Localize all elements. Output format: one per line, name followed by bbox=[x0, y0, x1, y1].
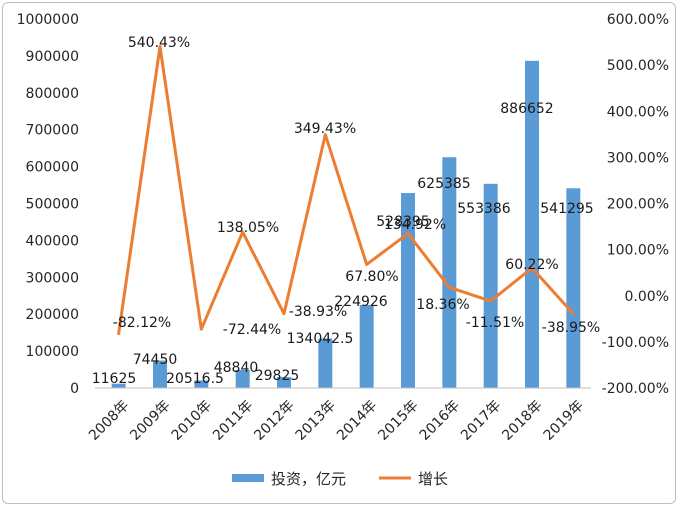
left-axis-tick-label: 500000 bbox=[26, 197, 79, 213]
left-axis-tick-label: 200000 bbox=[26, 307, 79, 323]
bar-data-label: 553386 bbox=[457, 201, 511, 217]
bar-data-label: 74450 bbox=[133, 352, 178, 368]
bar-data-label: 541295 bbox=[540, 201, 593, 217]
line-data-label: 134.92% bbox=[384, 217, 446, 233]
x-axis-tick-label: 2016年 bbox=[417, 397, 463, 443]
bar-data-label: 20516.5 bbox=[166, 371, 224, 387]
bar-data-label: 48840 bbox=[214, 360, 259, 376]
right-axis-tick-label: 600.00% bbox=[607, 12, 669, 28]
left-axis: 0 100000 200000 300000 400000 500000 600000 700… bbox=[17, 12, 79, 397]
left-axis-tick-label: 700000 bbox=[26, 123, 79, 139]
bar-data-label: 134042.5 bbox=[287, 331, 354, 347]
right-axis-tick-label: 200.00% bbox=[607, 197, 669, 213]
line-data-label: -82.12% bbox=[113, 315, 171, 331]
right-axis: -200.00% -100.00% 0.00% 100.00% 200.00% 300.0… bbox=[602, 12, 669, 397]
right-axis-tick-label: 300.00% bbox=[607, 150, 669, 166]
line-data-label: -38.93% bbox=[289, 304, 347, 320]
legend: 投资，亿元 增长 bbox=[232, 470, 448, 488]
investment-bar bbox=[566, 188, 581, 388]
right-axis-tick-label: 0.00% bbox=[625, 289, 669, 305]
line-data-label: 349.43% bbox=[294, 121, 356, 137]
bar-data-label: 29825 bbox=[255, 368, 300, 384]
bar-data-label: 11625 bbox=[92, 371, 137, 387]
growth-line bbox=[117, 44, 575, 336]
legend-swatch-investment bbox=[232, 474, 264, 482]
chart-frame: 0 100000 200000 300000 400000 500000 600000 700… bbox=[2, 2, 676, 504]
bar-data-label: 224926 bbox=[334, 294, 388, 310]
legend-label-growth: 增长 bbox=[418, 470, 448, 488]
line-data-label: 18.36% bbox=[416, 297, 469, 313]
x-axis: 2008年2009年2010年2011年2012年2013年2014年2015年… bbox=[86, 387, 591, 444]
left-axis-tick-label: 400000 bbox=[26, 233, 79, 249]
investment-bar bbox=[401, 193, 415, 388]
right-axis-tick-label: -100.00% bbox=[602, 335, 669, 351]
investment-bar bbox=[153, 360, 167, 388]
line-data-label: -72.44% bbox=[223, 322, 281, 338]
line-data-label: -11.51% bbox=[466, 315, 524, 331]
investment-bar bbox=[525, 60, 539, 389]
left-axis-tick-label: 300000 bbox=[26, 270, 79, 286]
right-axis-tick-label: 100.00% bbox=[607, 243, 669, 259]
investment-bar bbox=[442, 157, 457, 388]
investment-bars bbox=[111, 60, 581, 389]
x-axis-tick-label: 2010年 bbox=[169, 397, 215, 443]
investment-bar bbox=[483, 183, 498, 388]
x-axis-tick-label: 2012年 bbox=[251, 397, 297, 443]
left-axis-tick-label: 600000 bbox=[26, 160, 79, 176]
investment-bar bbox=[194, 380, 209, 388]
x-axis-tick-label: 2015年 bbox=[375, 397, 421, 443]
x-axis-tick-label: 2009年 bbox=[127, 397, 173, 443]
investment-bar bbox=[277, 376, 291, 388]
line-data-label: 67.80% bbox=[345, 269, 398, 285]
x-axis-tick-label: 2014年 bbox=[334, 397, 380, 443]
bar-data-label: 886652 bbox=[500, 101, 553, 117]
line-data-label: 540.43% bbox=[128, 35, 190, 51]
bar-data-label: 625385 bbox=[417, 176, 470, 192]
investment-bar bbox=[359, 305, 374, 388]
left-axis-tick-label: 800000 bbox=[26, 86, 79, 102]
growth-line-path bbox=[117, 44, 575, 336]
left-axis-tick-label: 900000 bbox=[26, 49, 79, 65]
left-axis-tick-label: 100000 bbox=[26, 344, 79, 360]
line-data-label: -38.95% bbox=[542, 320, 600, 336]
x-axis-tick-label: 2008年 bbox=[86, 397, 132, 443]
x-axis-tick-label: 2013年 bbox=[293, 397, 339, 443]
line-data-labels: -82.12% 540.43% -72.44% 138.05% -38.93% 349.4… bbox=[113, 35, 600, 338]
x-axis-tick-label: 2011年 bbox=[210, 397, 256, 443]
right-axis-tick-label: -200.00% bbox=[602, 381, 669, 397]
line-data-label: 60.22% bbox=[505, 257, 558, 273]
right-axis-tick-label: 400.00% bbox=[607, 104, 669, 120]
right-axis-tick-label: 500.00% bbox=[607, 58, 669, 74]
x-axis-tick-label: 2018年 bbox=[499, 397, 545, 443]
left-axis-tick-label: 1000000 bbox=[17, 12, 79, 28]
combo-chart: 0 100000 200000 300000 400000 500000 600000 700… bbox=[17, 12, 669, 488]
investment-bar bbox=[111, 383, 126, 388]
x-axis-tick-label: 2017年 bbox=[458, 397, 504, 443]
investment-bar bbox=[235, 369, 250, 388]
left-axis-tick-label: 0 bbox=[70, 381, 79, 397]
legend-label-investment: 投资，亿元 bbox=[271, 470, 346, 488]
bar-data-label: 528395 bbox=[376, 214, 429, 230]
line-data-label: 138.05% bbox=[217, 220, 279, 236]
investment-bar bbox=[318, 338, 333, 388]
x-axis-tick-label: 2019年 bbox=[541, 397, 587, 443]
